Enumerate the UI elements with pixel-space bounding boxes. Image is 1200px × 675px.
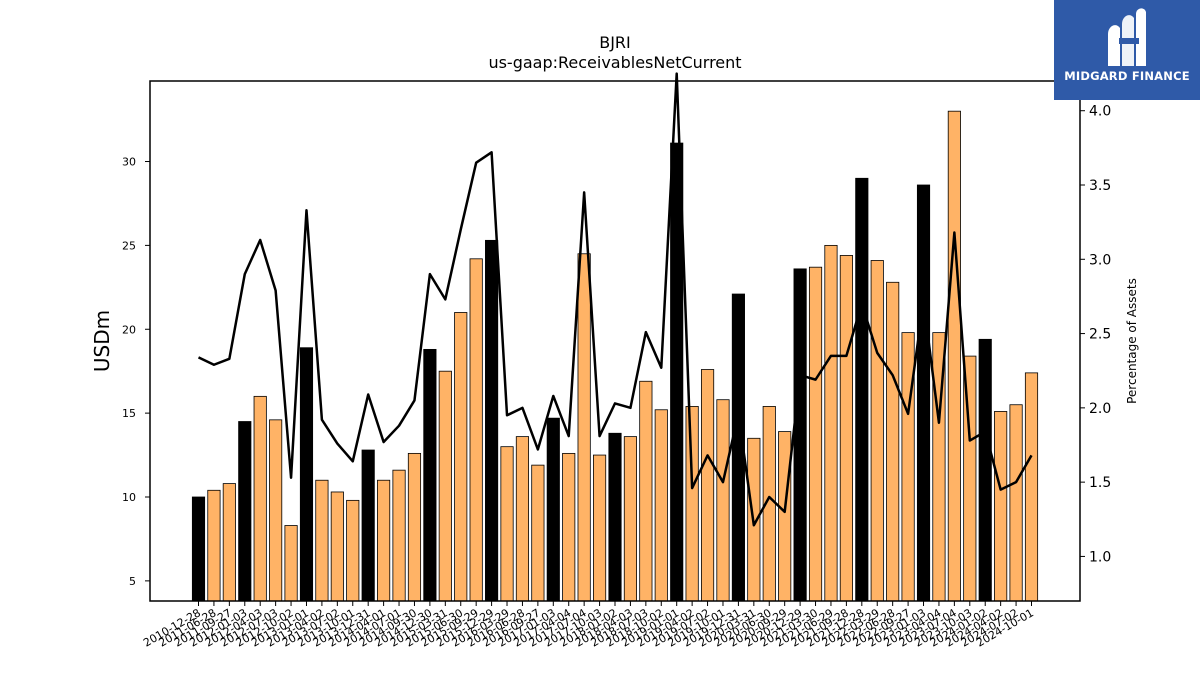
bar (577, 253, 591, 602)
bar (947, 110, 961, 602)
y2-tick-label: 3.5 (1089, 178, 1111, 194)
chart-subtitle: us-gaap:ReceivablesNetCurrent (488, 53, 741, 72)
percentage-line (197, 72, 1033, 527)
bar (855, 177, 869, 602)
y2-tick-label: 3.0 (1089, 252, 1111, 268)
bar (778, 431, 792, 602)
y-tick-label: 25 (122, 239, 136, 252)
y-tick-label: 20 (122, 323, 136, 336)
bar (269, 419, 283, 602)
bar (978, 338, 992, 602)
bar (808, 266, 823, 602)
bar (700, 369, 715, 602)
bar (330, 491, 344, 602)
bar (438, 370, 452, 602)
bar (299, 347, 314, 602)
y-tick-label: 15 (122, 407, 136, 420)
bar (1024, 372, 1039, 602)
bar (839, 255, 853, 602)
chart-title: BJRI (599, 33, 631, 52)
bars-group (191, 110, 1039, 602)
bar (994, 411, 1008, 602)
brand-logo: MIDGARD FINANCE (1054, 0, 1200, 100)
y-axis-label: USDm (90, 310, 114, 372)
bar (685, 406, 699, 602)
percentage-line-group (197, 72, 1033, 527)
bar (407, 452, 422, 602)
bar (901, 332, 915, 602)
bar (531, 464, 545, 602)
midgard-logo-icon (1108, 8, 1146, 66)
y2-tick-label: 4.0 (1089, 104, 1111, 120)
y-tick-label: 10 (122, 491, 136, 504)
x-axis: 2010-12-282011-06-282011-09-272012-01-03… (141, 601, 1036, 650)
bar (284, 525, 298, 602)
bar (793, 268, 807, 602)
y2-tick-label: 2.5 (1089, 327, 1111, 343)
bar (1009, 404, 1023, 602)
bar (608, 432, 622, 602)
bar (562, 452, 576, 602)
bar (654, 409, 668, 602)
y2-tick-label: 2.0 (1089, 401, 1111, 417)
bar (253, 395, 267, 602)
bar (916, 184, 931, 602)
bar (623, 436, 638, 602)
right-y-axis: 1.0 1.5 2.0 2.5 3.0 3.5 4.0 (1080, 104, 1111, 565)
bar (716, 399, 730, 602)
bar (886, 281, 900, 602)
left-y-axis: 5 10 15 20 25 30 (122, 156, 150, 588)
bar (222, 483, 236, 602)
bar (315, 479, 329, 602)
bar (346, 499, 360, 602)
bar (469, 258, 483, 602)
bar (191, 496, 206, 602)
bar (454, 312, 468, 602)
bar (207, 489, 221, 602)
y2-tick-label: 1.0 (1089, 549, 1111, 565)
bar (593, 454, 607, 602)
y-tick-label: 30 (122, 156, 136, 169)
bar (515, 436, 530, 602)
bar (392, 469, 406, 602)
bar (485, 239, 499, 602)
bar (546, 417, 560, 602)
y2-tick-label: 1.5 (1089, 475, 1111, 491)
bar (377, 479, 391, 602)
bar (238, 421, 252, 602)
bar (361, 449, 375, 602)
y-tick-label: 5 (129, 575, 136, 588)
bar (423, 348, 437, 602)
bar (639, 380, 653, 602)
bar (824, 244, 838, 602)
bar (870, 260, 884, 602)
brand-name: MIDGARD FINANCE (1064, 69, 1190, 83)
bar (500, 446, 514, 602)
y2-axis-label: Percentage of Assets (1125, 278, 1139, 404)
